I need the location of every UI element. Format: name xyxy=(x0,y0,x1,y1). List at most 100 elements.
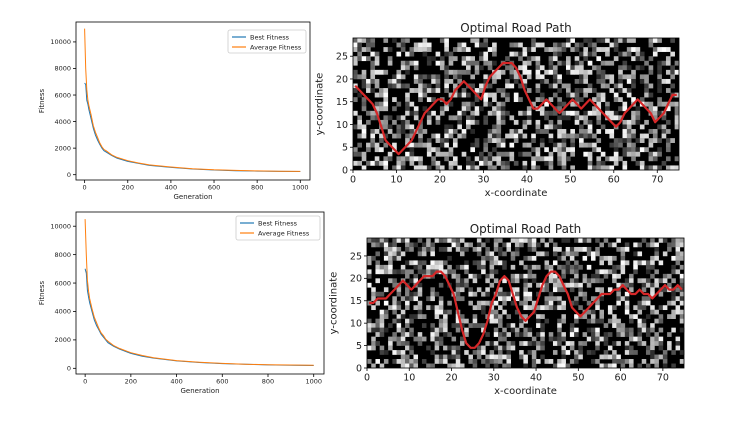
heatmap-cell xyxy=(540,251,545,257)
heatmap-cell xyxy=(496,142,502,148)
heatmap-cell xyxy=(493,238,499,243)
y-tick-label: 5 xyxy=(356,341,362,352)
heatmap-cell xyxy=(531,42,536,48)
heatmap-cell xyxy=(618,74,623,80)
heatmap-cell xyxy=(561,255,566,261)
heatmap-cell xyxy=(492,147,497,153)
heatmap-cell xyxy=(522,69,528,75)
heatmap-cell xyxy=(370,42,376,48)
heatmap-cell xyxy=(435,74,441,80)
heatmap-cell xyxy=(357,151,362,157)
y-axis-label: y-coordinate xyxy=(329,272,340,335)
heatmap-cell xyxy=(583,92,589,98)
heatmap-cell xyxy=(502,327,507,333)
heatmap-cell xyxy=(631,115,636,121)
heatmap-cell xyxy=(648,165,654,171)
x-tick-label: 200 xyxy=(122,184,134,192)
heatmap-cell xyxy=(552,92,558,98)
heatmap-cell xyxy=(674,165,680,171)
heatmap-cell xyxy=(616,296,621,302)
x-tick-label: 30 xyxy=(477,175,489,186)
heatmap-cell xyxy=(616,332,621,337)
heatmap-cell xyxy=(371,238,376,243)
heatmap-cell xyxy=(574,133,580,139)
heatmap-cell xyxy=(569,327,575,333)
heatmap-cell xyxy=(540,354,545,360)
heatmap-cell xyxy=(409,124,415,130)
heatmap-cell xyxy=(599,255,604,261)
heatmap-cell xyxy=(489,260,495,266)
heatmap-cell xyxy=(578,345,583,351)
heatmap-cell xyxy=(574,350,579,355)
heatmap-cell xyxy=(561,238,566,243)
heatmap-cell xyxy=(595,345,600,351)
heatmap-cell xyxy=(645,260,651,266)
heatmap-cell xyxy=(367,345,372,351)
heatmap-cell xyxy=(603,273,609,279)
heatmap-cell xyxy=(383,251,389,257)
heatmap-cell xyxy=(592,88,597,93)
heatmap-cell xyxy=(461,101,467,107)
heatmap-cell xyxy=(483,38,489,43)
heatmap-cell xyxy=(455,246,461,252)
heatmap-cell xyxy=(451,336,457,342)
heatmap-cell xyxy=(430,251,435,257)
heatmap-cell xyxy=(383,133,389,139)
heatmap-cell xyxy=(565,264,571,270)
heatmap-cell xyxy=(526,88,532,93)
heatmap-cell xyxy=(544,110,549,116)
heatmap-cell xyxy=(605,101,610,107)
heatmap-cell xyxy=(607,287,613,293)
heatmap-cell xyxy=(426,147,432,153)
heatmap-cell xyxy=(418,156,423,162)
heatmap-cell xyxy=(396,305,402,311)
heatmap-cell xyxy=(522,165,528,171)
heatmap-cell xyxy=(392,255,397,261)
heatmap-cell xyxy=(626,92,632,98)
heatmap-cell xyxy=(527,264,533,270)
heatmap-cell xyxy=(620,332,626,337)
heatmap-cell xyxy=(645,300,651,306)
heatmap-cell xyxy=(657,88,662,93)
heatmap-cell xyxy=(447,300,452,306)
heatmap-cell xyxy=(609,156,615,162)
heatmap-cell xyxy=(650,238,655,243)
heatmap-cell xyxy=(616,354,621,360)
heatmap-cell xyxy=(596,138,602,143)
heatmap-cell xyxy=(622,38,628,43)
heatmap-cell xyxy=(631,47,636,52)
heatmap-cell xyxy=(548,296,554,302)
heatmap-cell xyxy=(487,65,493,71)
heatmap-cell xyxy=(574,47,580,52)
heatmap-cell xyxy=(466,115,471,121)
heatmap-cell xyxy=(613,151,619,157)
x-tick-label: 60 xyxy=(615,373,627,384)
heatmap-cell xyxy=(536,345,541,351)
heatmap-cell xyxy=(565,42,571,48)
heatmap-cell xyxy=(479,151,484,157)
heatmap-cell xyxy=(618,38,623,43)
heatmap-cell xyxy=(510,251,516,257)
heatmap-cell xyxy=(502,309,507,315)
heatmap-cell xyxy=(422,142,428,148)
heatmap-cell xyxy=(519,273,524,279)
heatmap-cell xyxy=(448,165,454,171)
heatmap-cell xyxy=(518,129,523,134)
heatmap-cell xyxy=(435,115,441,121)
heatmap-cell xyxy=(552,336,558,342)
heatmap-cell xyxy=(667,246,672,252)
heatmap-cell xyxy=(481,359,486,364)
heatmap-cell xyxy=(544,300,550,306)
heatmap-cell xyxy=(536,305,541,311)
heatmap-cell xyxy=(613,142,619,148)
heatmap-cell xyxy=(466,65,471,71)
heatmap-cell xyxy=(472,314,478,319)
heatmap-cell xyxy=(417,282,423,288)
heatmap-cell xyxy=(422,129,428,134)
heatmap-cell xyxy=(485,332,490,337)
heatmap-cell xyxy=(455,359,461,364)
heatmap-cell xyxy=(370,69,376,75)
heatmap-cell xyxy=(396,51,402,57)
heatmap-cell xyxy=(631,129,636,134)
heatmap-cell xyxy=(434,332,440,337)
